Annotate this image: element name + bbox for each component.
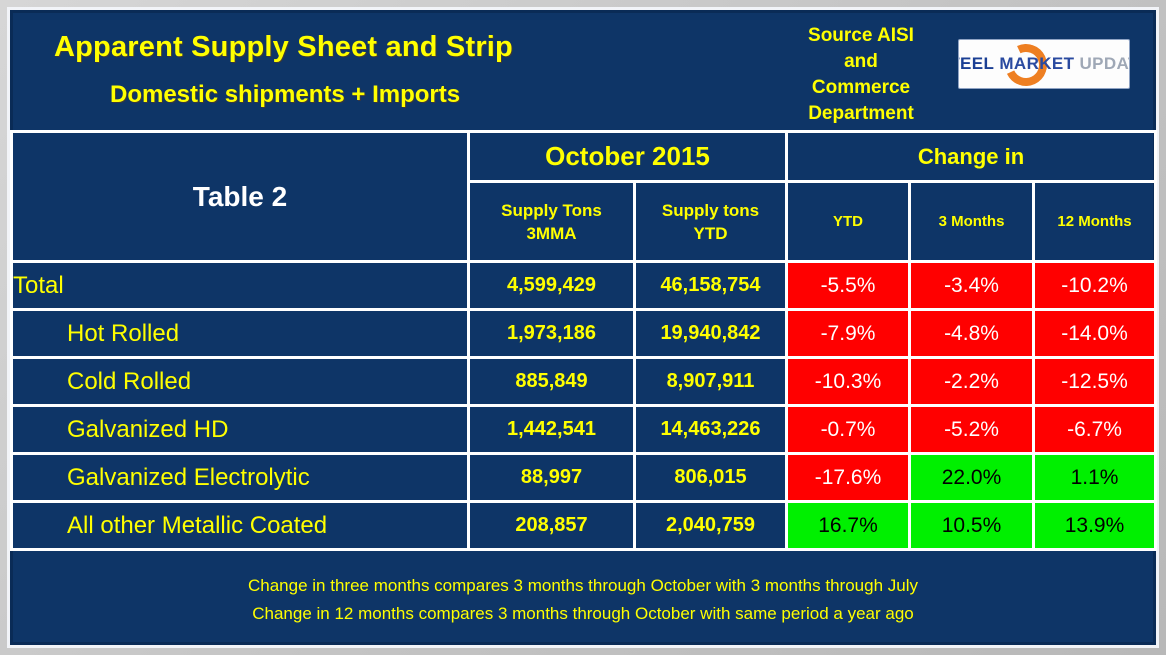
change-3-months-cell: 10.5% xyxy=(908,500,1035,551)
logo-word-steel: STEEL xyxy=(959,54,995,73)
row-label-text: Total xyxy=(13,271,64,299)
row-label-text: Galvanized Electrolytic xyxy=(67,463,310,491)
supply-3mma-value: 1,973,186 xyxy=(467,308,636,359)
footnote-3-months: Change in three months compares 3 months… xyxy=(248,576,918,595)
change-12-months-cell: -14.0% xyxy=(1031,308,1158,359)
column-header-supply-tons-3mma: Supply Tons 3MMA xyxy=(467,180,636,263)
supply-3mma-value: 885,849 xyxy=(467,356,636,407)
table-column-header-row: Supply Tons 3MMA Supply tons YTD YTD 3 M… xyxy=(12,180,1158,263)
title-bar: Apparent Supply Sheet and Strip Domestic… xyxy=(10,10,1156,130)
change-ytd-cell: 16.7% xyxy=(785,500,911,551)
change-3-months-cell: -5.2% xyxy=(908,404,1035,455)
title-block: Apparent Supply Sheet and Strip Domestic… xyxy=(10,10,780,130)
row-label: Cold Rolled xyxy=(10,356,470,407)
change-ytd-cell: -5.5% xyxy=(785,260,911,311)
row-label-text: All other Metallic Coated xyxy=(67,511,328,539)
supply-ytd-value: 19,940,842 xyxy=(633,308,788,359)
column-group-october-2015: October 2015 xyxy=(467,130,788,183)
supply-3mma-value: 88,997 xyxy=(467,452,636,503)
supply-3mma-value: 208,857 xyxy=(467,500,636,551)
column-header-change-3-months: 3 Months xyxy=(908,180,1035,263)
steel-market-update-logo: STEEL MARKET UPDATE xyxy=(958,39,1130,89)
supply-ytd-value: 2,040,759 xyxy=(633,500,788,551)
table-title: Table 2 xyxy=(10,130,470,263)
row-label: Hot Rolled xyxy=(10,308,470,359)
change-12-months-cell: -12.5% xyxy=(1031,356,1158,407)
supply-3mma-value: 1,442,541 xyxy=(467,404,636,455)
supply-ytd-value: 806,015 xyxy=(633,452,788,503)
footnotes: Change in three months compares 3 months… xyxy=(10,551,1156,645)
row-label: Total xyxy=(10,260,470,311)
source-line: Department xyxy=(808,103,914,124)
source-line: and xyxy=(844,51,878,72)
source-line: Commerce xyxy=(811,77,911,98)
row-label: All other Metallic Coated xyxy=(10,500,470,551)
source-note: Source AISI and Commerce Department xyxy=(780,23,942,130)
table-group-header-row: Table 2 October 2015 Change in xyxy=(10,130,1158,263)
logo-word-update: UPDATE xyxy=(1079,54,1129,73)
change-ytd-cell: -0.7% xyxy=(785,404,911,455)
footnote-12-months: Change in 12 months compares 3 months th… xyxy=(252,604,914,623)
supply-table: Table 2 October 2015 Change in Supply To… xyxy=(10,130,1158,551)
table-row-galvanized-hd: Galvanized HD 1,442,541 14,463,226 -0.7%… xyxy=(10,404,1158,455)
table-row-hot-rolled: Hot Rolled 1,973,186 19,940,842 -7.9% -4… xyxy=(10,308,1158,359)
table-row-galvanized-electrolytic: Galvanized Electrolytic 88,997 806,015 -… xyxy=(10,452,1158,503)
supply-3mma-value: 4,599,429 xyxy=(467,260,636,311)
supply-ytd-value: 14,463,226 xyxy=(633,404,788,455)
change-ytd-cell: -7.9% xyxy=(785,308,911,359)
change-3-months-cell: -3.4% xyxy=(908,260,1035,311)
page-subtitle: Domestic shipments + Imports xyxy=(110,81,461,108)
supply-ytd-value: 46,158,754 xyxy=(633,260,788,311)
column-header-supply-tons-ytd: Supply tons YTD xyxy=(633,180,788,263)
table-row-all-other-metallic-coated: All other Metallic Coated 208,857 2,040,… xyxy=(10,500,1158,551)
supply-ytd-value: 8,907,911 xyxy=(633,356,788,407)
table-row-cold-rolled: Cold Rolled 885,849 8,907,911 -10.3% -2.… xyxy=(10,356,1158,407)
column-header-change-ytd: YTD xyxy=(785,180,911,263)
change-3-months-cell: -4.8% xyxy=(908,308,1035,359)
change-3-months-cell: 22.0% xyxy=(908,452,1035,503)
change-12-months-cell: -6.7% xyxy=(1031,404,1158,455)
change-3-months-cell: -2.2% xyxy=(908,356,1035,407)
change-12-months-cell: 1.1% xyxy=(1031,452,1158,503)
row-label-text: Hot Rolled xyxy=(67,319,180,347)
source-line: Source AISI xyxy=(808,25,914,46)
slide: Apparent Supply Sheet and Strip Domestic… xyxy=(7,7,1159,648)
change-ytd-cell: -10.3% xyxy=(785,356,911,407)
column-group-change-in: Change in xyxy=(784,130,1158,183)
table-row-total: Total 4,599,429 46,158,754 -5.5% -3.4% -… xyxy=(10,260,1158,311)
column-header-change-12-months: 12 Months xyxy=(1031,180,1158,263)
logo-word-market: MARKET xyxy=(999,54,1075,73)
row-label: Galvanized Electrolytic xyxy=(10,452,470,503)
row-label-text: Galvanized HD xyxy=(67,415,229,443)
row-label-text: Cold Rolled xyxy=(67,367,192,395)
row-label: Galvanized HD xyxy=(10,404,470,455)
change-ytd-cell: -17.6% xyxy=(785,452,911,503)
change-12-months-cell: -10.2% xyxy=(1031,260,1158,311)
change-12-months-cell: 13.9% xyxy=(1031,500,1158,551)
page-title: Apparent Supply Sheet and Strip xyxy=(54,31,513,63)
